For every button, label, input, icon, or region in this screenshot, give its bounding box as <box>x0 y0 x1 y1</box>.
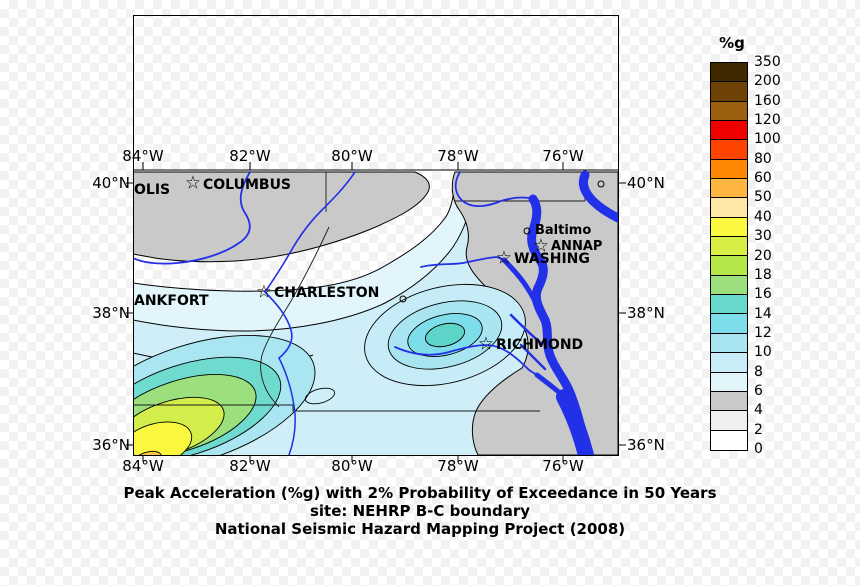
colorbar-cell <box>711 217 747 238</box>
star-icon: ☆ <box>495 247 513 269</box>
colorbar-tick-label: 12 <box>754 324 772 341</box>
circle-marker-icon <box>399 295 407 303</box>
colorbar-tick-label: 60 <box>754 170 772 187</box>
colorbar-tick-label: 2 <box>754 421 763 438</box>
colorbar-tick-label: 120 <box>754 112 781 129</box>
colorbar-cell <box>711 430 747 450</box>
caption-line-1: Peak Acceleration (%g) with 2% Probabili… <box>123 484 717 502</box>
city-label-richmond: RICHMOND <box>496 337 584 353</box>
city-label-indianapolis-clipped: OLIS <box>134 182 171 198</box>
colorbar-tick-label: 6 <box>754 382 763 399</box>
lat-label-left-38n: 38°N <box>92 304 130 322</box>
colorbar-tick-label: 14 <box>754 305 772 322</box>
colorbar-tick-label: 20 <box>754 247 772 264</box>
city-label-baltimore: Baltimo <box>535 223 592 238</box>
lat-label-right-40n: 40°N <box>627 174 665 192</box>
colorbar <box>710 62 748 451</box>
colorbar-tick-label: 50 <box>754 189 772 206</box>
colorbar-tick-label: 200 <box>754 73 781 90</box>
colorbar-cell <box>711 179 747 199</box>
colorbar-tick-label: 4 <box>754 402 763 419</box>
lon-label-bottom-84w: 84°W <box>122 457 164 475</box>
central-virginia-contours <box>364 283 526 387</box>
ohio-river <box>133 171 251 265</box>
james-river <box>394 344 538 376</box>
star-icon: ☆ <box>532 235 550 257</box>
lat-label-left-36n: 36°N <box>92 436 130 454</box>
colorbar-cell <box>711 411 747 431</box>
colorbar-cell <box>711 333 747 354</box>
circle-marker-icon <box>523 227 531 235</box>
colorbar-cell <box>711 372 747 392</box>
city-label-washington: WASHING <box>514 251 590 267</box>
lat-label-right-38n: 38°N <box>627 304 665 322</box>
colorbar-cell <box>711 314 747 334</box>
figure-caption: Peak Acceleration (%g) with 2% Probabili… <box>40 484 800 538</box>
delaware-bay <box>578 170 618 223</box>
lon-label-top-82w: 82°W <box>229 147 271 165</box>
colorbar-tick-label: 30 <box>754 228 772 245</box>
star-icon: ☆ <box>184 172 202 194</box>
potomac-river <box>420 256 505 268</box>
colorbar-tick-label: 16 <box>754 286 772 303</box>
circle-marker-icon <box>597 180 605 188</box>
colorbar-cell <box>711 353 747 373</box>
lat-label-left-40n: 40°N <box>92 174 130 192</box>
colorbar-cell <box>711 237 747 257</box>
colorbar-cell <box>711 275 747 296</box>
lon-label-top-80w: 80°W <box>331 147 373 165</box>
colorbar-cell <box>711 295 747 315</box>
colorbar-cell <box>711 159 747 180</box>
susquehanna-river <box>454 171 534 207</box>
lon-label-bottom-80w: 80°W <box>331 457 373 475</box>
colorbar-cell <box>711 63 747 83</box>
hazard-map <box>126 15 626 462</box>
colorbar-tick-label: 18 <box>754 266 772 283</box>
lon-label-top-84w: 84°W <box>122 147 164 165</box>
city-label-columbus: COLUMBUS <box>203 177 292 193</box>
colorbar-tick-label: 100 <box>754 131 781 148</box>
lon-label-top-76w: 76°W <box>542 147 584 165</box>
southwest-hazard-contours <box>133 334 316 455</box>
caption-line-2: site: NEHRP B-C boundary <box>309 502 531 520</box>
caption-line-3: National Seismic Hazard Mapping Project … <box>214 520 626 538</box>
colorbar-cell <box>711 82 747 102</box>
colorbar-cell <box>711 121 747 141</box>
colorbar-cell <box>711 391 747 412</box>
kanawha-river <box>264 291 293 359</box>
colorbar-labels: 350 200 160 120 100 80 60 50 40 30 20 18 16 14 12 10 8 6 4… <box>754 0 794 586</box>
colorbar-tick-label: 8 <box>754 363 763 380</box>
colorbar-cell <box>711 256 747 276</box>
lat-label-right-36n: 36°N <box>627 436 665 454</box>
colorbar-cell <box>711 101 747 122</box>
colorbar-tick-label: 40 <box>754 208 772 225</box>
colorbar-cell <box>711 198 747 218</box>
city-label-annapolis: ANNAP <box>551 239 603 254</box>
zone-gray-north <box>133 171 430 263</box>
colorbar-tick-label: 10 <box>754 344 772 361</box>
lon-label-bottom-78w: 78°W <box>437 457 479 475</box>
map-frame <box>126 15 626 462</box>
lon-label-bottom-82w: 82°W <box>229 457 271 475</box>
star-icon: ☆ <box>477 333 495 355</box>
star-icon: ☆ <box>255 281 273 303</box>
colorbar-tick-label: 0 <box>754 441 763 457</box>
colorbar-title: %g <box>719 34 745 52</box>
lon-label-top-78w: 78°W <box>437 147 479 165</box>
city-label-frankfort-clipped: ANKFORT <box>134 293 209 309</box>
city-label-charleston: CHARLESTON <box>274 285 380 301</box>
rivers <box>133 170 618 455</box>
lon-label-bottom-76w: 76°W <box>542 457 584 475</box>
colorbar-cell <box>711 140 747 160</box>
colorbar-tick-label: 80 <box>754 150 772 167</box>
colorbar-tick-label: 350 <box>754 54 781 70</box>
colorbar-tick-label: 160 <box>754 92 781 109</box>
